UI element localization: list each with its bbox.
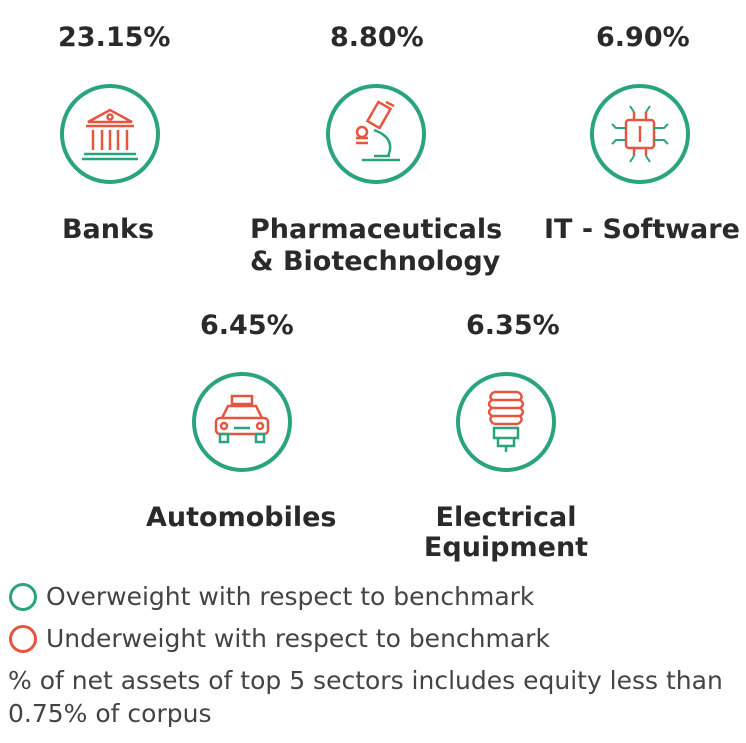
auto-name: Automobiles — [146, 502, 337, 533]
auto-percent: 6.45% — [200, 310, 294, 341]
underweight-ring-icon — [9, 625, 37, 653]
legend-underweight: Underweight with respect to benchmark — [8, 624, 550, 654]
electrical-percent: 6.35% — [466, 310, 560, 341]
electrical-name-line2: Equipment — [423, 532, 589, 563]
microscope-icon — [326, 84, 426, 184]
it-name: IT - Software — [544, 214, 740, 245]
bulb-icon — [456, 372, 556, 472]
pharma-percent: 8.80% — [330, 22, 424, 53]
pharma-name-line2: & Biotechnology — [250, 246, 501, 277]
chip-icon — [590, 84, 690, 184]
banks-percent: 23.15% — [58, 22, 171, 53]
bank-icon — [60, 84, 160, 184]
legend-underweight-label: Underweight with respect to benchmark — [46, 624, 550, 653]
legend-overweight: Overweight with respect to benchmark — [8, 582, 534, 612]
pharma-name-line1: Pharmaceuticals — [250, 214, 503, 245]
it-percent: 6.90% — [596, 22, 690, 53]
footnote: % of net assets of top 5 sectors include… — [8, 666, 723, 728]
banks-name: Banks — [61, 214, 155, 245]
electrical-name-line1: Electrical — [435, 502, 577, 533]
overweight-ring-icon — [9, 583, 37, 611]
legend-overweight-label: Overweight with respect to benchmark — [46, 582, 535, 611]
car-icon — [192, 372, 292, 472]
